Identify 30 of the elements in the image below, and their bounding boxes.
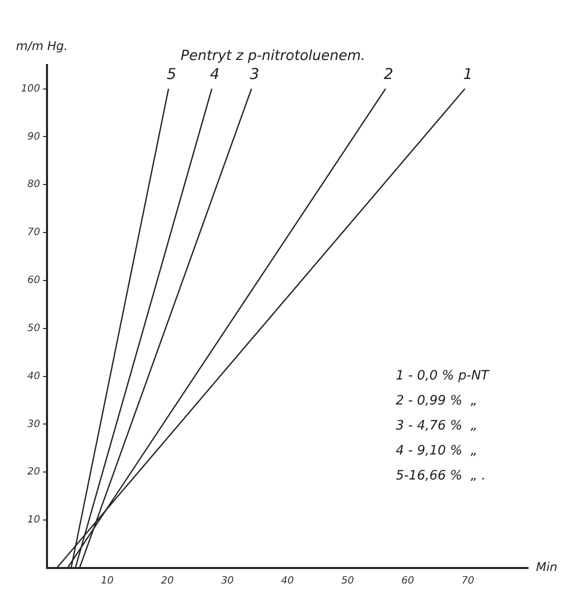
x-tick-label: 50 [341,576,354,587]
series-label: 5 [166,65,176,84]
series-label: 3 [250,65,260,84]
y-axis-title: m/m Hg. [16,38,68,53]
y-tick-label: 70 [27,227,40,238]
y-tick-label: 100 [20,83,40,94]
y-tick-label: 40 [27,370,40,382]
x-axis-title: Min [536,560,558,574]
annotation: 1 - 0,0 % p-NT [396,368,490,384]
x-tick-label: 40 [281,576,294,587]
annotation: 3 - 4,76 % „ [396,418,478,434]
annotation: 5-16,66 % „ . [396,468,486,484]
x-tick-label: 20 [160,576,174,587]
x-tick-label: 10 [100,576,114,587]
annotation: 4 - 9,10 % „ [396,444,478,459]
series-label: 4 [210,65,220,84]
x-tick-label: 30 [221,576,234,587]
y-tick-label: 90 [27,131,40,142]
y-tick-label: 60 [27,275,40,286]
y-tick-label: 50 [27,322,40,334]
y-tick-label: 80 [27,179,40,190]
annotation: 2 - 0,99 % „ [396,394,478,409]
y-tick-label: 10 [27,514,40,526]
x-tick-label: 70 [462,576,474,587]
y-tick-label: 30 [27,418,40,430]
series-label: 1 [463,65,473,84]
x-tick-label: 60 [401,576,414,587]
series-label: 2 [384,65,394,84]
chart-title: Pentryt z p-nitrotoluenem. [180,48,366,64]
y-tick-label: 20 [27,466,40,478]
